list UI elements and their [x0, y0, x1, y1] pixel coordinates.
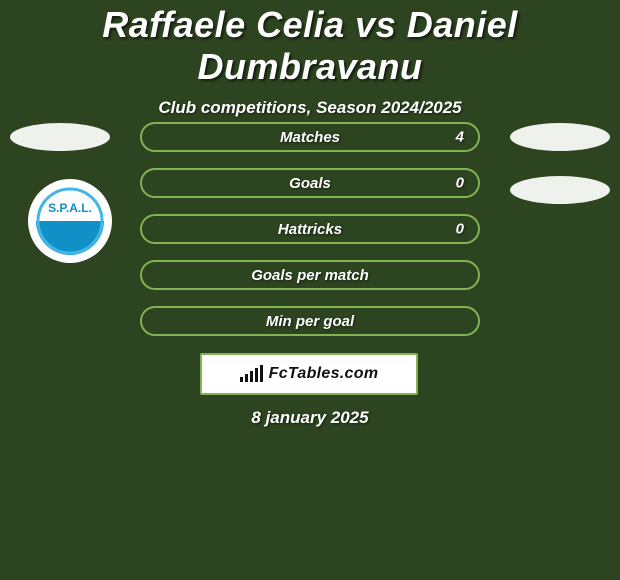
attribution-text: FcTables.com: [269, 365, 379, 383]
stat-label: Min per goal: [266, 313, 354, 330]
player-photo-left: [10, 123, 110, 151]
page-subtitle: Club competitions, Season 2024/2025: [0, 98, 620, 118]
spal-logo-icon: S.P.A.L.: [34, 185, 106, 257]
player-photo-right-2: [510, 176, 610, 204]
player-photo-right-1: [510, 123, 610, 151]
stat-row: Goals per match: [140, 260, 480, 290]
stat-row: Matches 4: [140, 122, 480, 152]
stat-value: 0: [456, 221, 464, 238]
club-badge-text: S.P.A.L.: [48, 201, 92, 215]
page-title: Raffaele Celia vs Daniel Dumbravanu: [0, 0, 620, 88]
stat-value: 0: [456, 175, 464, 192]
stat-label: Matches: [280, 129, 340, 146]
stat-label: Goals per match: [251, 267, 369, 284]
comparison-card: Raffaele Celia vs Daniel Dumbravanu Club…: [0, 0, 620, 580]
attribution-box: FcTables.com: [200, 353, 418, 395]
club-badge: S.P.A.L.: [28, 179, 112, 263]
bar-chart-icon: [240, 366, 263, 382]
stat-label: Goals: [289, 175, 331, 192]
stat-row: Goals 0: [140, 168, 480, 198]
stat-row: Min per goal: [140, 306, 480, 336]
date-text: 8 january 2025: [0, 408, 620, 428]
stat-row: Hattricks 0: [140, 214, 480, 244]
stat-value: 4: [456, 129, 464, 146]
stat-rows: Matches 4 Goals 0 Hattricks 0 Goals per …: [140, 122, 480, 352]
stat-label: Hattricks: [278, 221, 342, 238]
